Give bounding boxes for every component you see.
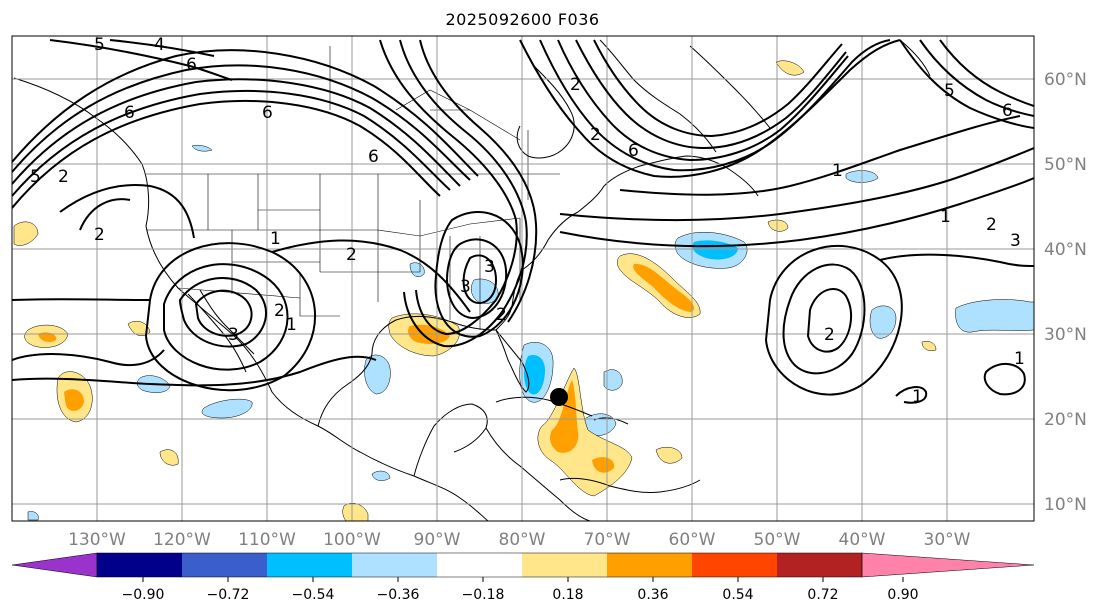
colorbar-tick-label: 0.54 (722, 587, 753, 603)
lon-label: 80°W (499, 530, 546, 550)
colorbar: −0.90 −0.72 −0.54 −0.36 −0.18 0.18 0.36 … (11, 552, 1035, 603)
lat-label: 20°N (1044, 410, 1087, 430)
negative-area (364, 354, 391, 395)
lon-label: 130°W (68, 530, 126, 550)
contour-label: 6 (124, 103, 135, 123)
colorbar-segment (352, 553, 437, 577)
positive-area-core (64, 389, 84, 411)
lon-label: 110°W (238, 530, 296, 550)
colorbar-extend-high (861, 552, 1035, 578)
storm-center-marker (550, 388, 568, 406)
contour-label: 2 (570, 75, 581, 95)
positive-area (159, 449, 179, 466)
lon-label: 30°W (924, 530, 971, 550)
graticule (12, 36, 1034, 521)
colorbar-tick-label: 0.18 (552, 587, 583, 603)
contour-label: 1 (912, 387, 923, 407)
contour-label: 6 (368, 147, 379, 167)
contour-label: 2 (58, 167, 69, 187)
colorbar-tick-label: −0.90 (122, 587, 165, 603)
contour-label: 6 (262, 103, 273, 123)
contour-label: 2 (496, 305, 507, 325)
positive-area-core (592, 457, 615, 473)
colorbar-segment (692, 553, 777, 577)
lat-label: 10°N (1044, 495, 1087, 515)
contour-label: 1 (286, 315, 297, 335)
longitude-labels: 130°W 120°W 110°W 100°W 90°W 80°W 70°W 6… (68, 530, 971, 550)
contour-label: 2 (346, 245, 357, 265)
contour-label: 2 (274, 301, 285, 321)
colorbar-tick-label: 0.90 (887, 587, 918, 603)
lon-label: 120°W (153, 530, 211, 550)
contour-label: 1 (270, 229, 281, 249)
contour-label: 1 (832, 161, 843, 181)
positive-area (342, 503, 369, 521)
negative-area (955, 299, 1034, 333)
map-frame (11, 35, 1035, 522)
negative-area (27, 511, 39, 521)
contour-label: 5 (944, 81, 955, 101)
positive-area (775, 60, 805, 76)
colorbar-tick-label: 0.72 (807, 587, 838, 603)
contour-label: 4 (154, 35, 165, 55)
negative-area (371, 470, 391, 481)
contour-label: 3 (1010, 231, 1021, 251)
positive-area-core (550, 380, 579, 453)
contour-lines (12, 39, 1034, 404)
lon-label: 50°W (754, 530, 801, 550)
lon-label: 60°W (669, 530, 716, 550)
contour-label: 6 (186, 55, 197, 75)
contour-label: 1 (940, 207, 951, 227)
contour-label: 2 (590, 125, 601, 145)
colorbar-extend-low (11, 552, 98, 578)
lon-label: 70°W (584, 530, 631, 550)
lon-label: 40°W (839, 530, 886, 550)
positive-area (921, 341, 937, 351)
contour-label: 2 (824, 325, 835, 345)
lat-label: 40°N (1044, 240, 1087, 260)
colorbar-outline (96, 552, 863, 578)
contour-label: 6 (628, 141, 639, 161)
map-panel (12, 36, 1034, 521)
contour-label: 3 (484, 257, 495, 277)
contour-label: 2 (986, 215, 997, 235)
positive-area (655, 447, 683, 464)
positive-area (13, 221, 39, 246)
colorbar-segment (777, 553, 862, 577)
contour-label: 5 (94, 35, 105, 55)
contour-label: 1 (1014, 349, 1025, 369)
map-title: 2025092600 F036 (445, 10, 600, 29)
contour-label: 5 (30, 167, 41, 187)
colorbar-tick-label: −0.36 (377, 587, 420, 603)
colorbar-segment (182, 553, 267, 577)
positive-area-core (38, 332, 57, 342)
colorbar-segment (267, 553, 352, 577)
colorbar-tick-label: −0.72 (207, 587, 250, 603)
positive-area-core (633, 263, 695, 312)
lon-label: 90°W (414, 530, 461, 550)
colorbar-segment (607, 553, 692, 577)
negative-area (201, 398, 253, 419)
negative-area (191, 144, 213, 152)
lon-label: 100°W (323, 530, 381, 550)
contour-label: 6 (1002, 101, 1013, 121)
lat-label: 60°N (1044, 70, 1087, 90)
colorbar-segment (97, 553, 182, 577)
positive-area (767, 219, 789, 232)
colorbar-segment (522, 553, 607, 577)
contour-label: 2 (94, 225, 105, 245)
contour-labels: 4 5 6 6 6 5 2 1 2 3 2 3 3 2 1 2 1 2 3 6 … (30, 35, 1025, 407)
lat-label: 50°N (1044, 155, 1087, 175)
colorbar-tick-label: 0.36 (637, 587, 668, 603)
contour-label: 3 (460, 277, 471, 297)
colorbar-tick-label: −0.18 (462, 587, 505, 603)
positive-area (127, 321, 151, 337)
lat-label: 30°N (1044, 325, 1087, 345)
contour-label: 3 (228, 325, 239, 345)
negative-area (409, 262, 425, 277)
latitude-labels: 10°N 20°N 30°N 40°N 50°N 60°N (1044, 70, 1087, 515)
colorbar-segment (437, 553, 522, 577)
colorbar-tick-label: −0.54 (292, 587, 335, 603)
